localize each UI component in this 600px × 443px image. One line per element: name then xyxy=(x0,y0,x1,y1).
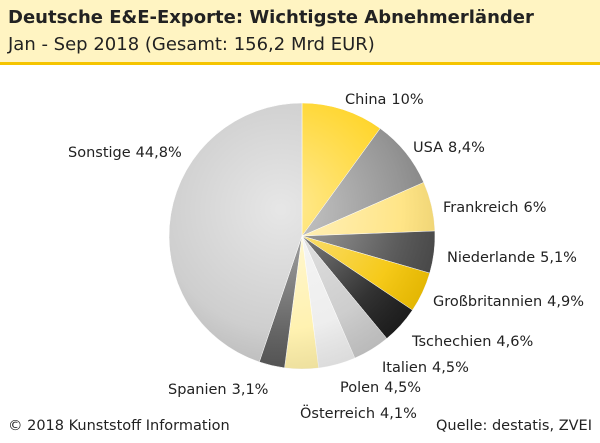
slice-label: Sonstige 44,8% xyxy=(68,145,182,161)
chart-title: Deutsche E&E-Exporte: Wichtigste Abnehme… xyxy=(8,7,534,28)
slice-category: Italien xyxy=(382,360,427,376)
credit: © 2018 Kunststoff Information xyxy=(8,418,230,434)
slice-category: Spanien xyxy=(168,382,227,398)
slice-category: Großbritannien xyxy=(433,294,542,310)
slice-value: 6% xyxy=(523,200,546,216)
slice-value: 4,1% xyxy=(380,406,417,422)
slice-label: Spanien 3,1% xyxy=(168,382,268,398)
slice-label: Tschechien 4,6% xyxy=(411,334,533,350)
slice-value: 4,5% xyxy=(384,380,421,396)
header-rule xyxy=(0,62,600,65)
slice-label: Großbritannien 4,9% xyxy=(433,294,584,310)
slice-category: Österreich xyxy=(300,404,375,422)
slice-value: 10% xyxy=(391,92,423,108)
slice-value: 5,1% xyxy=(540,250,577,266)
slice-category: Sonstige xyxy=(68,145,131,161)
slice-label: Italien 4,5% xyxy=(382,360,469,376)
slice-value: 4,6% xyxy=(496,334,533,350)
slice-category: Frankreich xyxy=(443,200,518,216)
slice-category: Niederlande xyxy=(447,250,535,266)
slice-label: China 10% xyxy=(345,92,424,108)
slice-label: Frankreich 6% xyxy=(443,200,547,216)
slice-label: Niederlande 5,1% xyxy=(447,250,577,266)
slice-label: USA 8,4% xyxy=(413,140,485,156)
slice-value: 3,1% xyxy=(232,382,269,398)
slice-category: Tschechien xyxy=(411,334,491,350)
slice-value: 4,9% xyxy=(547,294,584,310)
slice-value: 44,8% xyxy=(136,145,182,161)
pie xyxy=(168,102,436,370)
slice-category: USA xyxy=(413,140,443,156)
slice-label: Polen 4,5% xyxy=(340,380,421,396)
slice-category: Polen xyxy=(340,380,379,396)
header-band xyxy=(0,0,600,62)
slice-label: Österreich 4,1% xyxy=(300,404,417,422)
source: Quelle: destatis, ZVEI xyxy=(436,418,592,434)
labels: China 10% USA 8,4% Frankreich 6% Niederlande 5,… xyxy=(68,92,584,422)
slice-value: 4,5% xyxy=(432,360,469,376)
chart-subtitle: Jan - Sep 2018 (Gesamt: 156,2 Mrd EUR) xyxy=(7,34,375,55)
slice-value: 8,4% xyxy=(448,140,485,156)
slice-category: China xyxy=(345,92,386,108)
